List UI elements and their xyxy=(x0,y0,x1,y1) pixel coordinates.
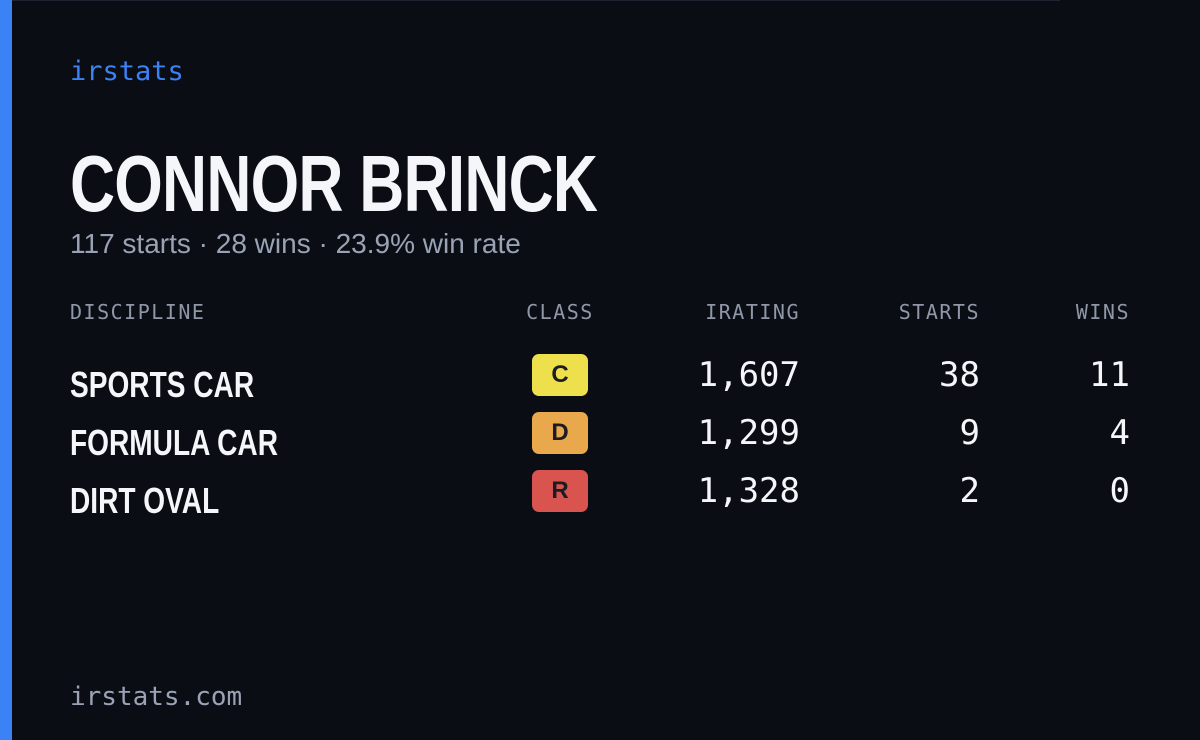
accent-bar xyxy=(0,0,12,740)
stat-irating: 1,607 xyxy=(697,355,800,395)
class-badge: R xyxy=(532,470,588,512)
discipline: SPORTS CAR xyxy=(70,364,255,405)
column-header: STARTS xyxy=(898,300,980,324)
discipline: FORMULA CAR xyxy=(70,422,278,463)
column-header: CLASS xyxy=(526,300,594,324)
stat-starts: 38 xyxy=(939,355,980,395)
driver-name: CONNOR BRINCK xyxy=(70,139,598,228)
class-badge: D xyxy=(532,412,588,454)
brand: irstats xyxy=(70,56,184,87)
discipline: DIRT OVAL xyxy=(70,480,220,521)
stat-irating: 1,299 xyxy=(697,413,800,453)
stat-irating: 1,328 xyxy=(697,471,800,511)
column-header: WINS xyxy=(1075,300,1130,324)
class-badge: C xyxy=(532,354,588,396)
stat-wins: 4 xyxy=(1109,413,1130,453)
footer: irstats.com xyxy=(70,682,243,712)
stat-starts: 2 xyxy=(959,471,980,511)
stat-wins: 0 xyxy=(1109,471,1130,511)
stat-starts: 9 xyxy=(959,413,980,453)
driver-summary: 117 starts · 28 wins · 23.9% win rate xyxy=(70,228,521,259)
header-rule xyxy=(0,0,1060,1)
column-header: DISCIPLINE xyxy=(70,300,206,324)
stat-wins: 11 xyxy=(1089,355,1130,395)
column-header: IRATING xyxy=(705,300,800,324)
